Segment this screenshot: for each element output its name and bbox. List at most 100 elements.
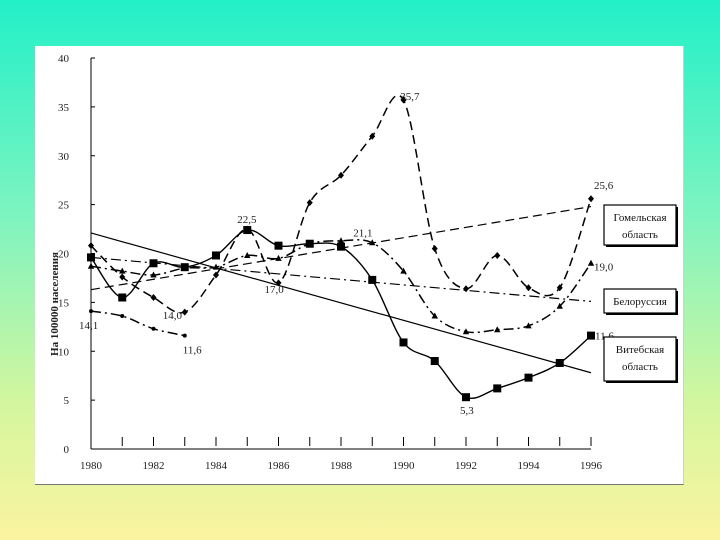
legend-box — [603, 336, 677, 382]
square-marker — [149, 259, 158, 268]
data-labels: 35,725,622,521,119,014,017,014,111,65,31… — [79, 91, 614, 417]
y-tick-label: 0 — [64, 444, 70, 456]
y-tick-label: 5 — [64, 395, 70, 407]
data-label: 14,1 — [79, 320, 98, 332]
legend-label: Гомельская — [613, 212, 666, 224]
axes: 0 5 10 15 20 25 30 35 40 1980 1982 1984 1986 1988 1990… — [58, 53, 603, 472]
y-tick-label: 10 — [58, 346, 70, 358]
diamond-marker — [213, 271, 219, 279]
series-line-4 — [90, 310, 185, 337]
diamond-marker — [525, 284, 532, 292]
data-label: 25,6 — [594, 180, 614, 192]
square-marker — [87, 253, 95, 262]
series-line-2 — [90, 239, 592, 334]
triangle-marker — [337, 237, 345, 244]
triangle-marker — [587, 259, 595, 266]
data-label: 17,0 — [265, 284, 285, 296]
diamond-marker — [369, 132, 376, 140]
data-label: 14,0 — [163, 310, 183, 322]
square-marker — [462, 393, 470, 402]
diamond-marker — [463, 285, 469, 293]
x-tick-label: 1980 — [80, 460, 103, 472]
square-marker — [305, 239, 314, 248]
triangle-marker — [275, 254, 282, 261]
diamond-marker — [119, 273, 126, 281]
triangle-marker — [494, 326, 501, 333]
triangle-marker — [556, 302, 563, 309]
diamond-marker — [181, 308, 188, 316]
square-marker — [118, 293, 127, 302]
x-tick-label: 1988 — [330, 460, 353, 472]
square-marker — [180, 263, 189, 272]
legend-box — [603, 288, 677, 314]
diamond-marker — [431, 245, 438, 253]
diamond-marker — [400, 96, 407, 104]
square-marker — [368, 275, 377, 284]
triangle-marker — [119, 267, 126, 274]
diamond-marker — [494, 251, 501, 259]
legend-box — [603, 204, 677, 246]
x-tick-label: 1986 — [268, 460, 291, 472]
legend-label: Белоруссия — [613, 296, 667, 308]
legend-label: область — [622, 229, 658, 241]
trend-lines — [90, 205, 592, 374]
diamond-marker — [150, 293, 157, 301]
square-marker — [493, 384, 502, 393]
diamond-marker — [556, 284, 563, 292]
square-marker — [337, 242, 345, 251]
diamond-marker — [275, 279, 282, 287]
dot-marker — [120, 314, 125, 319]
triangle-marker — [525, 322, 532, 329]
triangle-marker — [431, 312, 438, 319]
legend-label: область — [622, 361, 658, 373]
y-tick-label: 40 — [58, 53, 70, 65]
square-marker — [555, 358, 564, 367]
legend-label: Витебская — [616, 344, 665, 356]
data-label: 19,0 — [594, 261, 614, 273]
square-marker — [399, 338, 408, 347]
series-line-1 — [90, 94, 592, 314]
data-label: 22,5 — [237, 214, 257, 226]
line-chart: 0 5 10 15 20 25 30 35 40 1980 1982 1984 1986 1988 1990… — [49, 53, 678, 472]
square-marker — [524, 373, 533, 382]
square-marker — [587, 331, 595, 340]
diamond-marker — [88, 242, 94, 250]
legend: Гомельская область Белоруссия Витебская обла… — [603, 204, 678, 383]
data-label: 11,6 — [183, 345, 202, 357]
diamond-marker — [338, 171, 344, 179]
x-tick-label: 1992 — [455, 460, 477, 472]
square-marker — [430, 357, 439, 366]
data-label: 21,1 — [353, 228, 372, 240]
diamond-marker — [306, 199, 313, 207]
y-tick-label: 15 — [58, 297, 70, 309]
y-tick-label: 20 — [58, 249, 70, 261]
x-tick-label: 1982 — [143, 460, 165, 472]
dot-marker — [151, 326, 156, 331]
diamond-marker — [588, 195, 594, 203]
x-tick-label: 1996 — [580, 460, 603, 472]
chart-panel: 0 5 10 15 20 25 30 35 40 1980 1982 1984 1986 1988 1990… — [35, 46, 684, 485]
triangle-marker — [244, 251, 251, 258]
square-marker — [243, 226, 252, 235]
triangle-marker — [462, 328, 470, 335]
trend-line-3 — [90, 256, 592, 302]
triangle-marker — [212, 263, 220, 270]
square-marker — [212, 251, 220, 260]
data-label: 35,7 — [400, 91, 420, 103]
x-tick-label: 1990 — [393, 460, 416, 472]
x-tick-label: 1994 — [518, 460, 541, 472]
triangle-marker — [150, 271, 157, 278]
triangle-marker — [369, 239, 376, 246]
y-tick-label: 35 — [58, 102, 70, 114]
triangle-marker — [400, 267, 407, 274]
dot-marker — [89, 309, 93, 314]
y-tick-label: 25 — [58, 200, 70, 212]
data-label: 5,3 — [460, 405, 474, 417]
series-markers — [87, 96, 595, 402]
trend-line-1 — [90, 232, 592, 374]
triangle-marker — [87, 262, 95, 269]
square-marker — [274, 241, 283, 250]
x-tick-label: 1984 — [205, 460, 228, 472]
y-axis-title: На 100000 населения — [49, 252, 61, 356]
dot-marker — [182, 333, 187, 338]
